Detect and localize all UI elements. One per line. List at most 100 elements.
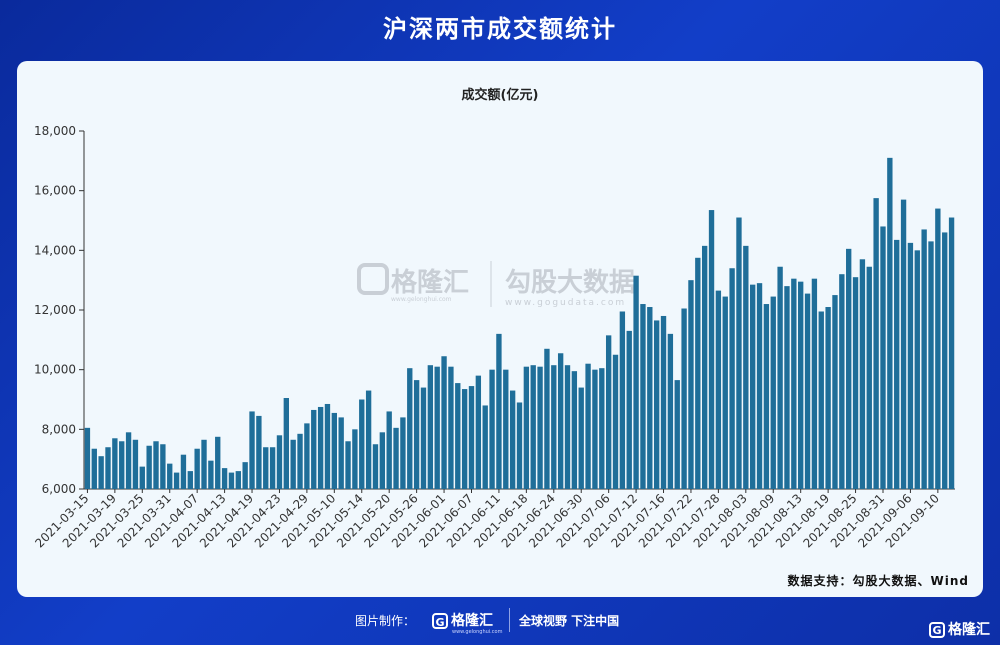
bar [132,439,139,489]
bar [256,415,262,489]
bar [763,304,770,489]
bar [571,371,578,489]
bar [201,439,207,489]
bar [942,232,948,489]
bar [187,471,193,489]
bar [84,427,91,489]
chart-title: 成交额(亿元) [462,87,539,103]
made-by-label: 图片制作： [355,614,416,628]
bar [701,245,708,489]
y-tick-label: 16,000 [34,184,76,198]
bar [660,315,667,489]
bar [434,366,440,489]
bar [283,398,289,489]
bar [866,266,872,489]
bar [324,403,331,489]
bar [180,454,187,489]
bar [818,311,824,489]
bar [647,307,653,489]
bar [900,199,907,489]
bar [859,259,866,489]
bar [215,436,221,489]
bar [777,266,783,489]
bar [756,283,763,489]
bar [722,296,728,489]
y-tick-label: 8,000 [42,422,76,436]
bar [503,369,509,489]
bar [448,366,454,489]
bar [208,460,214,489]
footer-brand-name: 格隆汇 [451,613,493,629]
bar [880,226,886,489]
bar [530,365,536,489]
bar [633,275,639,489]
bar [420,387,427,489]
footer: 图片制作： G 格隆汇 www.gelonghui.com 全球视野 下注中国 G… [0,600,1000,645]
bar [791,278,797,489]
bar [400,417,406,489]
bar [475,375,482,489]
y-tick-label: 12,000 [34,303,76,317]
bar [194,448,200,489]
bar [894,239,900,489]
watermark-partner-url: www.gogudata.com [505,298,626,308]
bar [372,444,379,489]
bar [599,368,605,489]
bar [228,472,235,489]
bar [846,248,852,489]
brand-g-icon: G [432,613,448,629]
bar [365,390,372,489]
bar [379,432,386,489]
bar [784,286,790,489]
y-tick-label: 6,000 [42,482,76,496]
bar [557,353,564,489]
bar [928,241,934,489]
bar [242,462,248,489]
bar [173,472,180,489]
y-tick-label: 14,000 [34,243,76,257]
bar [832,295,838,489]
page-title: 沪深两市成交额统计 [383,15,617,43]
bar [352,429,358,489]
watermark-brand: 格隆汇 [391,267,469,298]
bar [619,311,626,489]
footer-brand-logo: G 格隆汇 [432,610,502,632]
bar [386,411,392,489]
bar [290,439,296,489]
bar [688,280,694,489]
bar [612,354,619,489]
bar [338,417,344,489]
bar [578,387,584,489]
bar [811,278,818,489]
bar [852,277,859,489]
bar [489,369,495,489]
corner-g-icon: G [929,622,945,638]
bar [750,284,756,489]
bar [825,307,831,489]
bar [873,198,879,489]
bar [523,366,530,489]
bar [461,389,468,489]
bar [887,157,893,489]
bar [413,380,420,489]
bar [681,308,687,489]
bar [297,433,303,489]
bar [153,441,159,489]
bar [160,444,166,489]
bar [235,471,241,489]
bar [331,412,338,489]
bar [112,438,118,489]
bar [427,365,434,489]
bar [263,447,269,489]
watermark-partner: 勾股大数据 [505,268,635,298]
bar [516,402,523,489]
bar [455,383,461,489]
bar [407,368,413,489]
bar [907,242,914,489]
bar [146,445,152,489]
footer-divider [509,608,510,632]
bar [674,380,680,489]
bar [105,447,111,489]
bar [729,268,735,489]
bar [221,468,228,489]
